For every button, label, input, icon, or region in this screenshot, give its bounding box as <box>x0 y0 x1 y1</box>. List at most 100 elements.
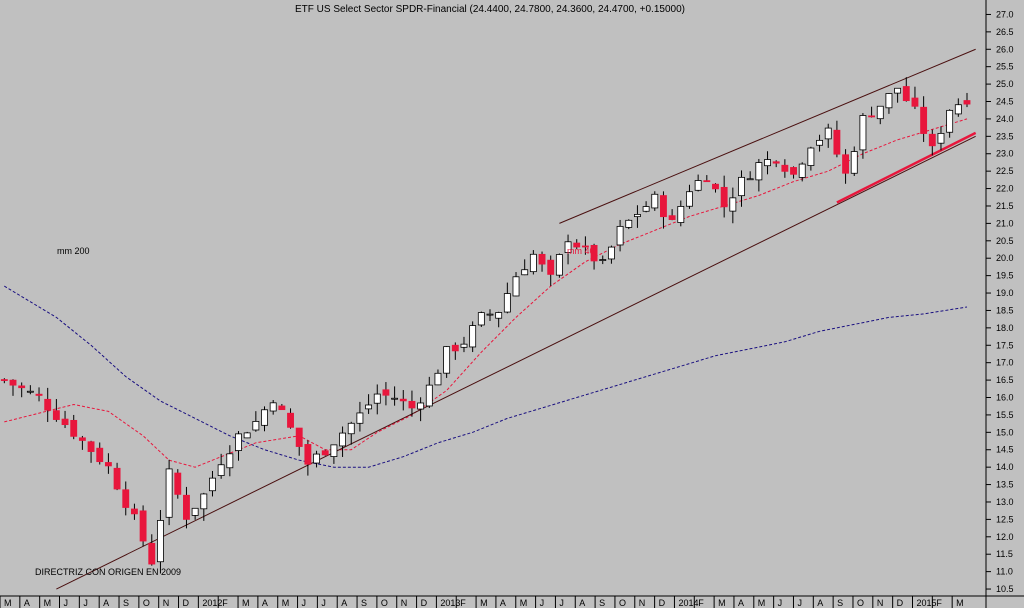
y-tick-label: 13.5 <box>996 480 1014 490</box>
y-axis: 10.5 11.0 11.5 12.0 12.5 13.0 13.5 14.0 14.5 15.0… <box>986 9 1014 594</box>
y-tick-label: 17.5 <box>996 340 1014 350</box>
y-tick-label: 25.0 <box>996 79 1014 89</box>
candle-body <box>712 183 719 190</box>
candle-body <box>798 163 806 178</box>
candle-body <box>261 409 268 426</box>
x-tick-label: J <box>302 598 307 608</box>
candle-body <box>269 402 277 412</box>
candle-body <box>859 115 867 151</box>
candle-body <box>937 132 945 144</box>
y-tick-label: 14.5 <box>996 445 1014 455</box>
candle-body <box>70 419 78 437</box>
y-tick-label: 19.0 <box>996 288 1014 298</box>
candle-body <box>850 151 858 174</box>
candle-body <box>235 433 242 451</box>
x-tick-label: D <box>183 598 190 608</box>
x-tick-label: S <box>599 598 605 608</box>
x-tick-label: 2012 <box>202 598 222 608</box>
candle-body <box>686 191 693 207</box>
candle-body <box>764 159 771 167</box>
candle-body <box>469 325 477 348</box>
x-tick-label: J <box>540 598 545 608</box>
x-tick-label: M <box>44 598 52 608</box>
trend-line-red-support <box>836 131 977 204</box>
candle-body <box>191 507 199 516</box>
candle-body <box>243 432 251 439</box>
x-tick-label: M <box>718 598 726 608</box>
candle-body <box>434 372 442 386</box>
candle-body <box>677 206 685 223</box>
candle-body <box>816 139 823 146</box>
y-tick-label: 16.5 <box>996 375 1014 385</box>
x-tick-label: S <box>123 598 129 608</box>
candle-body <box>295 427 303 447</box>
trendline-label: DIRECTRIZ CON ORIGEN EN 2009 <box>35 567 181 577</box>
candle-body <box>720 186 728 208</box>
candle-body <box>0 379 8 381</box>
x-tick-label: J <box>64 598 69 608</box>
candle-body <box>729 197 737 212</box>
x-tick-label: N <box>401 598 408 608</box>
x-tick-label: D <box>421 598 428 608</box>
candle-body <box>738 176 745 197</box>
candle-body <box>503 293 511 313</box>
y-tick-label: 17.0 <box>996 358 1014 368</box>
y-tick-label: 15.0 <box>996 427 1014 437</box>
candle-body <box>425 384 433 407</box>
candle-body <box>113 467 121 490</box>
candle-body <box>130 508 138 515</box>
x-tick-label: F <box>936 598 942 608</box>
y-tick-label: 21.0 <box>996 218 1014 228</box>
x-tick-label: S <box>837 598 843 608</box>
chart-title: ETF US Select Sector SPDR-Financial (24.… <box>295 4 685 15</box>
candle-body <box>755 162 763 181</box>
candle-body <box>9 379 17 386</box>
x-tick-label: D <box>897 598 904 608</box>
candle-body <box>781 164 789 172</box>
x-tick-label: F <box>698 598 704 608</box>
candle-body <box>668 215 676 220</box>
x-tick-label: J <box>321 598 326 608</box>
candle-body <box>512 276 520 297</box>
x-tick-label: J <box>559 598 564 608</box>
candle-body <box>330 444 338 458</box>
x-tick-label: A <box>341 598 347 608</box>
candlestick-series <box>0 77 971 574</box>
candle-body <box>607 246 615 260</box>
x-tick-label: A <box>500 598 506 608</box>
y-tick-label: 11.5 <box>996 549 1013 559</box>
y-tick-label: 22.0 <box>996 184 1014 194</box>
candle-body <box>87 441 95 452</box>
x-tick-label: O <box>857 598 864 608</box>
x-tick-label: 2014 <box>678 598 698 608</box>
candle-body <box>148 542 156 565</box>
y-tick-label: 27.0 <box>996 9 1014 19</box>
candle-body <box>443 346 451 374</box>
y-tick-label: 21.5 <box>996 201 1014 211</box>
x-tick-label: A <box>24 598 30 608</box>
x-tick-label: D <box>659 598 666 608</box>
candle-body <box>200 493 208 510</box>
candle-body <box>616 225 624 246</box>
candle-body <box>183 494 190 520</box>
candle-body <box>660 195 667 218</box>
candle-body <box>868 115 876 118</box>
candle-body <box>122 489 130 508</box>
x-tick-label: J <box>797 598 802 608</box>
x-tick-label: S <box>361 598 367 608</box>
candle-body <box>876 105 884 120</box>
x-tick-label: A <box>579 598 585 608</box>
mm40-label: mm 40 <box>567 246 595 256</box>
candle-body <box>174 472 182 495</box>
candle-body <box>807 147 815 166</box>
candle-body <box>963 100 971 105</box>
x-tick-label: M <box>480 598 488 608</box>
candle-body <box>954 104 962 115</box>
y-tick-label: 26.0 <box>996 44 1014 54</box>
candle-body <box>547 259 555 275</box>
candle-body <box>564 241 572 253</box>
candle-body <box>365 404 373 410</box>
candle-body <box>790 167 797 175</box>
y-tick-label: 22.5 <box>996 166 1014 176</box>
